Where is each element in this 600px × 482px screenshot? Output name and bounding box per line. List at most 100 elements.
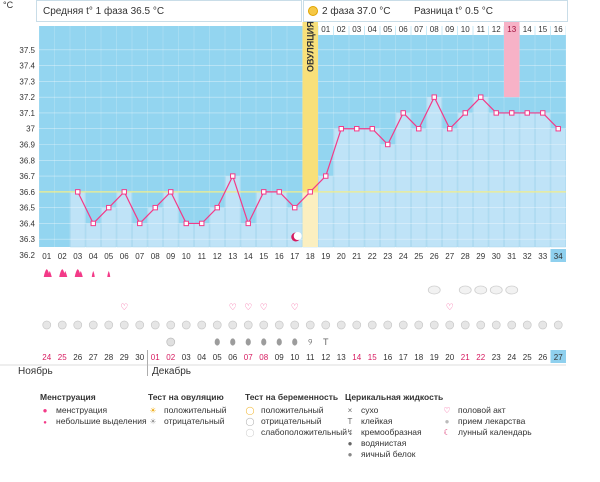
temperature-bar [70,191,86,248]
phase2-label: 2 фаза [322,6,355,17]
pill-icon [321,320,331,330]
calendar-date-label: 20 [445,353,454,362]
blood-drop-icon: ● [43,420,47,426]
temperature-point [509,110,515,116]
cycle-day-label: 23 [383,252,392,261]
ovulation-bar [302,191,318,247]
temperature-bar [504,112,520,248]
phase1-label: Средняя t° 1 фаза [43,6,128,17]
temperature-point [447,126,453,132]
y-tick-label: 36.7 [19,172,35,181]
pregnancy-test-negative-icon: ◯ [245,417,255,426]
month-november: Ноябрь [18,366,53,377]
calendar-date-label: 13 [337,353,346,362]
legend-item: водянистая [361,438,407,448]
cycle-day-label: 07 [135,252,144,261]
pill-icon [88,320,98,330]
y-tick-label: 37 [26,125,35,134]
temperature-point [369,126,375,132]
calendar-date-label: 26 [538,353,547,362]
temperature-point [385,141,391,148]
menstruation-icon [43,269,50,277]
spotting-icon [91,271,95,277]
pill-icon [42,320,52,330]
temperature-bar [426,96,442,248]
calendar-date-label: 10 [290,353,299,362]
ovulation-label: ОВУЛЯЦИЯ [305,21,315,72]
temperature-point [478,94,484,100]
luteal-day-label: 10 [461,25,470,34]
temperature-point [307,189,313,195]
cycle-day-label: 19 [321,252,330,261]
pill-icon [73,320,83,330]
y-tick-label: 36.4 [19,219,35,228]
y-tick-label: 37.5 [19,46,35,55]
temperature-point [540,110,546,116]
calendar-date-label: 02 [166,353,175,362]
cycle-day-label: 17 [290,252,299,261]
pill-icon [243,320,253,330]
legend-pregnancy-test-title: Тест на беременность [245,392,339,402]
temperature-point [245,220,251,227]
legend-pregnancy-test: Тест на беременность ◯ положительный ◯ отр… [245,392,347,438]
y-tick-label: 37.1 [19,109,35,118]
pill-icon [538,320,548,330]
luteal-day-label: 13 [507,25,516,34]
calendar-date-label: 03 [182,353,191,362]
temperature-bar [240,223,256,248]
y-tick-label: 36.2 [19,251,35,260]
legend-item: кремообразная [361,427,422,437]
pill-icon [150,320,160,330]
luteal-day-cell [473,22,489,35]
temperature-bar [457,112,473,248]
cycle-day-label: 10 [182,252,191,261]
phase1-value: 36.5 °C [130,6,165,17]
temperature-bar [550,128,566,248]
legend-item: отрицательный [164,416,225,426]
calendar-date-label: 11 [306,353,315,362]
pill-icon [181,320,191,330]
cycle-day-label: 14 [244,252,253,261]
luteal-day-cell [550,22,566,35]
y-tick-label: 36.8 [19,156,35,165]
legend-item: положительный [261,405,324,415]
temperature-point [276,189,282,195]
temperature-bar [163,191,179,248]
temperature-bar [178,223,194,248]
pill-icon [476,320,486,330]
cycle-day-label: 02 [58,252,67,261]
cycle-day-label: 01 [42,252,51,261]
temperature-point [230,173,236,179]
cycle-day-label: 33 [538,252,547,261]
luteal-day-label: 05 [383,25,392,34]
temperature-bar [194,223,210,248]
sun-icon [308,6,318,16]
temperature-bar [488,112,504,248]
temperature-bar [333,128,349,248]
pill-icon [57,320,67,330]
cycle-day-label: 12 [213,252,222,261]
pregnancy-test-icon [505,285,519,295]
temperature-point [106,204,112,211]
menstruation-icon-b [47,271,52,277]
menstruation-icon [59,269,66,277]
temperature-point [292,204,298,211]
temperature-point [152,204,158,211]
sticky-icon: T [347,417,353,426]
legend-item: сухо [361,405,379,415]
pregnancy-test-icon [489,285,503,295]
legend-cervical-title: Церикальная жидкость [345,392,444,402]
legend-item: менструация [56,405,108,415]
y-tick-label: 37.3 [19,77,35,86]
cycle-day-label: 34 [554,252,563,261]
luteal-day-label: 15 [538,25,547,34]
temperature-point [75,189,81,195]
highlight-column [504,22,520,98]
temperature-bar [116,191,132,248]
legend-item: слабоположительный [261,427,347,437]
y-axis-title: °C [3,0,14,10]
diff-label: Разница t° [413,6,463,17]
y-tick-label: 36.6 [19,188,35,197]
heart-icon: ♡ [260,302,268,312]
pill-icon [460,320,470,330]
